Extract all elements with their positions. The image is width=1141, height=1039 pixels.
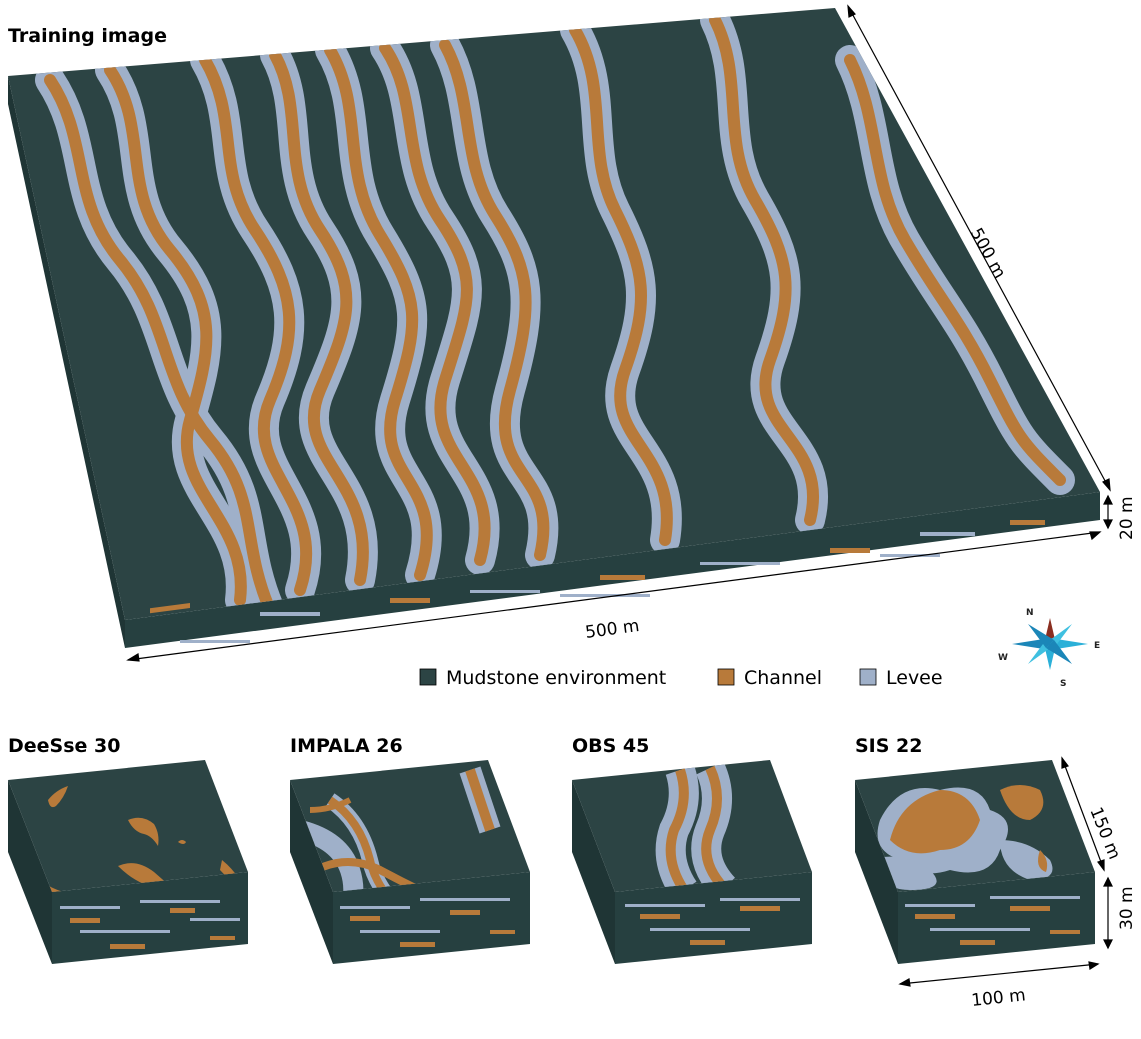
compass-w-label: W: [998, 653, 1008, 663]
training-image-title: Training image: [8, 25, 167, 47]
panel-title-sis: SIS 22: [855, 735, 923, 757]
legend-swatch-levee: [859, 668, 877, 686]
legend-swatch-channel: [717, 668, 735, 686]
block-front-face: [125, 492, 1100, 648]
small-depth-label: 150 m: [1085, 804, 1124, 862]
compass-east-arm: [1050, 638, 1088, 650]
training-image-block: [8, 8, 1100, 648]
compass-west-arm: [1012, 638, 1050, 650]
compass-s-label: S: [1060, 679, 1066, 689]
small-height-label: 30 m: [1117, 886, 1137, 930]
panel-title-deesse: DeeSse 30: [8, 735, 120, 757]
legend: Mudstone environment Channel Levee: [419, 667, 943, 689]
compass-n-label: N: [1026, 608, 1034, 618]
panel-block-sis: [855, 760, 1095, 964]
panel-title-obs: OBS 45: [572, 735, 649, 757]
compass-e-label: E: [1094, 641, 1100, 651]
main-height-label: 20 m: [1117, 496, 1137, 540]
panel-title-impala: IMPALA 26: [290, 735, 403, 757]
small-dimension-lines: [898, 756, 1113, 987]
block-left-face: [8, 76, 125, 648]
legend-label-mudstone: Mudstone environment: [446, 667, 666, 689]
panel-block-deesse: [8, 760, 248, 964]
small-width-label: 100 m: [970, 985, 1026, 1011]
channel-belts: [35, 8, 1075, 620]
compass-rose: N E S W: [998, 608, 1100, 689]
legend-swatch-mudstone: [419, 668, 437, 686]
main-width-label: 500 m: [584, 616, 641, 643]
front-face-lenses: [150, 520, 1045, 643]
legend-label-levee: Levee: [886, 667, 943, 689]
panel-block-obs: [572, 760, 812, 964]
legend-label-channel: Channel: [744, 667, 822, 689]
panel-block-impala: [290, 760, 530, 964]
main-dimension-lines: [126, 4, 1113, 662]
